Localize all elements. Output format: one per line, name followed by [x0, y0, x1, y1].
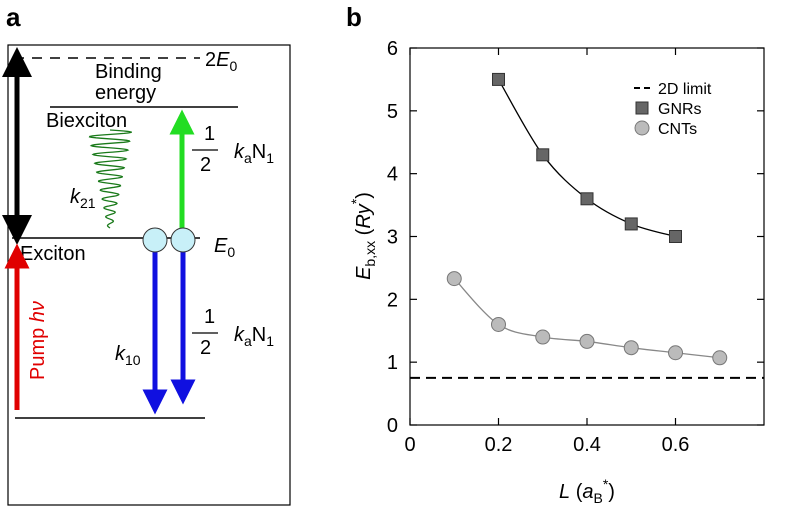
- y-tick-label: 6: [387, 38, 398, 60]
- fraction-num: 1: [204, 306, 215, 328]
- y-tick-label: 3: [387, 227, 398, 249]
- binding-label: energy: [95, 82, 156, 104]
- rate-label: k21: [70, 186, 96, 211]
- data-point: [669, 230, 682, 243]
- legend-swatch: [634, 120, 650, 136]
- panel-label: a: [6, 2, 21, 32]
- rate-label: k10: [115, 343, 141, 368]
- diagram-frame: [7, 44, 291, 506]
- x-tick-label: 0.4: [573, 434, 601, 456]
- y-tick-label: 2: [387, 289, 398, 311]
- data-point: [624, 217, 638, 231]
- data-point: [536, 148, 550, 162]
- fraction-den: 2: [200, 337, 211, 359]
- plot-frame: [409, 47, 765, 426]
- panel-label: b: [346, 2, 362, 32]
- binding-label: Binding: [95, 61, 162, 83]
- y-tick-label: 0: [387, 415, 398, 437]
- pump-label: Pump hν: [27, 301, 49, 380]
- legend-swatch: [635, 101, 649, 115]
- rate-label: kaN1: [234, 324, 274, 349]
- legend-label: GNRs: [658, 101, 702, 118]
- data-point: [535, 329, 551, 345]
- biexciton-label: Biexciton: [46, 110, 127, 132]
- data-point: [491, 316, 506, 332]
- x-tick-label: 0.2: [485, 434, 513, 456]
- rate-label: kaN1: [234, 141, 274, 166]
- y-tick-label: 1: [387, 352, 398, 374]
- data-point: [712, 350, 728, 366]
- data-point: [446, 271, 462, 287]
- data-point: [492, 72, 505, 86]
- x-axis-label: L (aB*): [559, 476, 615, 506]
- y-axis-label: Eb,xx (Ry*): [348, 192, 378, 280]
- y-tick-label: 5: [387, 101, 398, 123]
- exciton-particle: [142, 227, 168, 253]
- x-tick-label: 0: [404, 434, 415, 456]
- fit-curve: [497, 79, 676, 238]
- data-point: [668, 345, 683, 361]
- y-tick-label: 4: [387, 164, 398, 186]
- level-label: 2E0: [205, 49, 237, 74]
- legend-label: 2D limit: [658, 81, 712, 98]
- diagram: 2E0 Binding energy Biexciton Exciton E0 …: [2, 44, 291, 506]
- emission-wave: [88, 129, 132, 229]
- legend-label: CNTs: [658, 121, 697, 138]
- x-tick-label: 0.6: [662, 434, 690, 456]
- data-point: [580, 192, 594, 206]
- exciton-level-label: E0: [214, 235, 235, 260]
- data-point: [579, 333, 595, 349]
- exciton-particle: [170, 227, 196, 253]
- data-point: [623, 340, 639, 356]
- fraction-num: 1: [204, 123, 215, 145]
- exciton-label: Exciton: [20, 243, 86, 265]
- fraction-den: 2: [200, 154, 211, 176]
